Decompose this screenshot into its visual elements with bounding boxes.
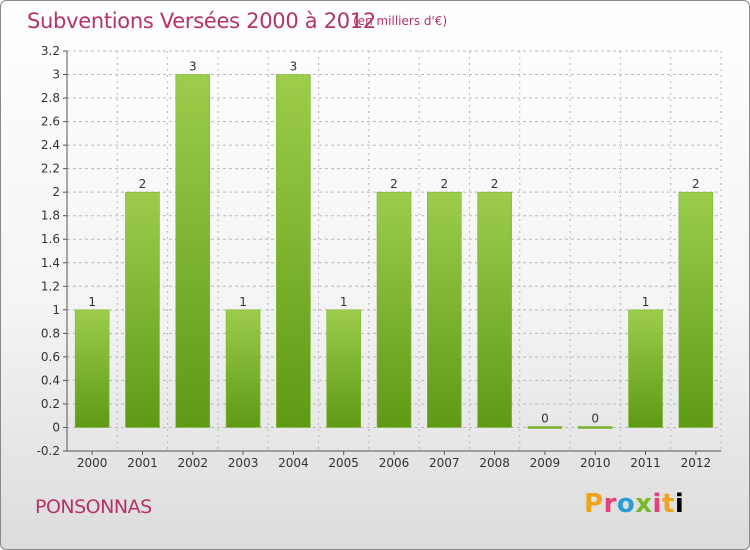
bar-value-label: 2 [692, 177, 700, 191]
bar-value-label: 2 [139, 177, 147, 191]
y-tick-label: 2.4 [41, 138, 60, 152]
bar [226, 310, 260, 428]
y-tick-label: -0.2 [37, 444, 60, 458]
logo-letter: t [662, 489, 675, 519]
x-tick-label: 2010 [580, 456, 611, 470]
x-tick-label: 2009 [530, 456, 561, 470]
bar-value-label: 3 [290, 60, 298, 74]
y-tick-label: 2 [52, 185, 60, 199]
y-tick-label: 3.2 [41, 44, 60, 58]
bar [629, 310, 663, 428]
city-name: PONSONNAS [35, 496, 152, 518]
bar [528, 426, 562, 428]
bar [679, 192, 713, 427]
y-tick-label: 3 [52, 68, 60, 82]
bar-value-label: 1 [642, 295, 650, 309]
logo-letter: P [584, 489, 604, 519]
proxiti-logo: Proxiti [584, 489, 684, 519]
x-tick-label: 2001 [127, 456, 158, 470]
y-tick-label: 1.4 [41, 256, 60, 270]
x-tick-label: 2008 [479, 456, 510, 470]
x-tick-label: 2007 [429, 456, 460, 470]
x-tick-label: 2005 [328, 456, 359, 470]
x-tick-label: 2006 [379, 456, 410, 470]
y-tick-label: 0.6 [41, 350, 60, 364]
bar [75, 310, 109, 428]
y-tick-label: 0.2 [41, 397, 60, 411]
y-tick-label: 2.8 [41, 91, 60, 105]
bar-value-label: 1 [88, 295, 96, 309]
bar-value-label: 0 [541, 411, 549, 425]
bar [276, 75, 310, 428]
y-tick-label: 1.8 [41, 209, 60, 223]
y-tick-label: 0.8 [41, 326, 60, 340]
bar [478, 192, 512, 427]
bar-value-label: 1 [340, 295, 348, 309]
x-tick-label: 2012 [681, 456, 712, 470]
bar-value-label: 3 [189, 60, 197, 74]
bar-value-label: 2 [390, 177, 398, 191]
logo-letter: i [653, 489, 662, 519]
bar [427, 192, 461, 427]
bar-value-label: 2 [440, 177, 448, 191]
bar [176, 75, 210, 428]
y-tick-label: 0.4 [41, 373, 60, 387]
y-tick-label: 2.2 [41, 162, 60, 176]
bar [578, 426, 612, 428]
y-tick-label: 0 [52, 420, 60, 434]
bar [377, 192, 411, 427]
bar-value-label: 1 [239, 295, 247, 309]
x-tick-label: 2003 [228, 456, 259, 470]
bar [327, 310, 361, 428]
logo-letter: x [635, 489, 652, 519]
logo-letter: i [675, 489, 684, 519]
bar [125, 192, 159, 427]
logo-letter: o [617, 489, 635, 519]
y-tick-label: 1.6 [41, 232, 60, 246]
y-tick-label: 2.6 [41, 115, 60, 129]
logo-letter: r [604, 489, 617, 519]
bar-value-label: 0 [591, 411, 599, 425]
x-tick-label: 2000 [77, 456, 108, 470]
y-tick-label: 1 [52, 303, 60, 317]
x-tick-label: 2004 [278, 456, 309, 470]
x-tick-label: 2011 [630, 456, 661, 470]
x-tick-label: 2002 [177, 456, 208, 470]
bar-value-label: 2 [491, 177, 499, 191]
y-tick-label: 1.2 [41, 279, 60, 293]
